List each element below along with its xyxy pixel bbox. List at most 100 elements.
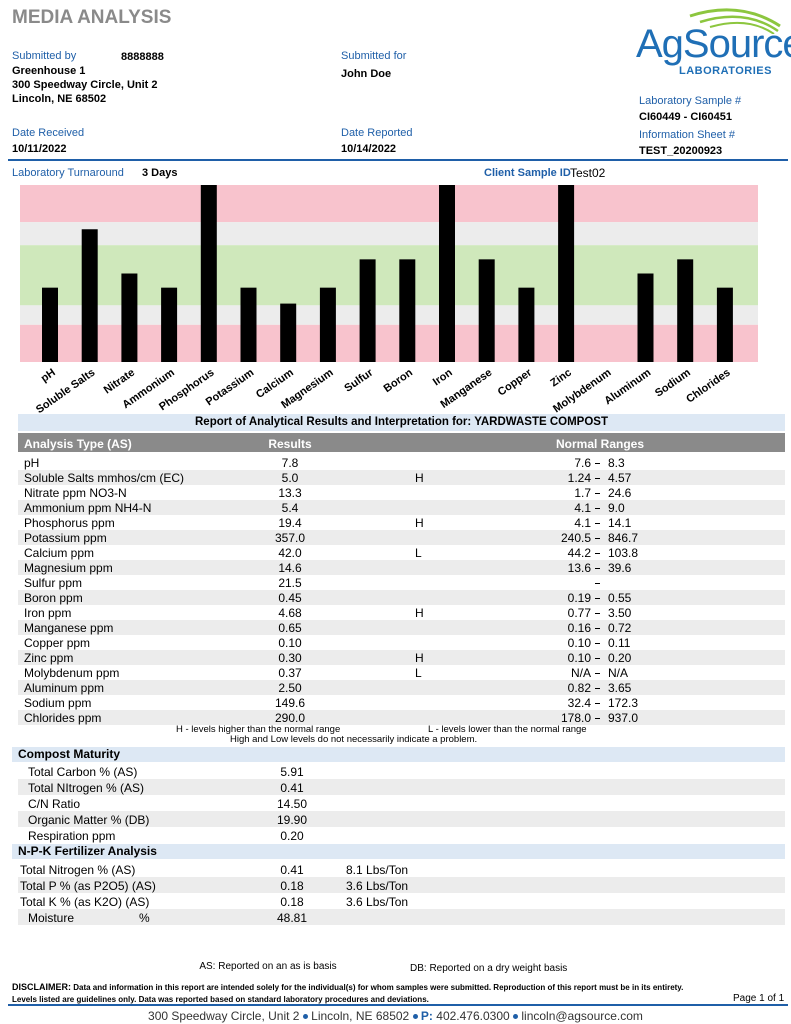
row-bg (18, 680, 785, 695)
disclaimer-label: DISCLAIMER: (12, 982, 71, 992)
label: Client Sample ID (484, 167, 571, 179)
dash (595, 688, 600, 689)
cell: Boron ppm (24, 591, 83, 605)
cell: Total Nitrogen % (AS) (20, 863, 136, 877)
value: Test02 (570, 166, 606, 180)
bar (558, 185, 575, 362)
x-tick-label: Boron (382, 366, 416, 395)
cell: Phosphorus ppm (24, 516, 115, 530)
disclaimer-text: Data and information in this report are … (12, 983, 684, 1004)
table-header (18, 433, 785, 452)
flag: H (415, 651, 424, 665)
rule (8, 159, 788, 161)
label: Submitted for (341, 50, 407, 62)
cell: 103.8 (608, 546, 639, 560)
cell: 0.72 (608, 621, 632, 635)
rule (8, 1004, 788, 1006)
x-tick-label: Copper (496, 366, 535, 398)
value: Greenhouse 1 (12, 65, 86, 77)
row-bg (18, 470, 785, 485)
cell: 2.50 (278, 681, 302, 695)
cell: 21.5 (278, 576, 302, 590)
bar (518, 287, 535, 362)
cell: 0.10 (567, 651, 591, 665)
cell: 19.90 (276, 813, 308, 827)
cell: Organic Matter % (DB) (28, 813, 150, 827)
cell: Copper ppm (24, 636, 91, 650)
section-header: Compost Maturity (12, 747, 785, 762)
row-bg (18, 710, 785, 725)
cell: 0.77 (567, 606, 591, 620)
bar (81, 229, 98, 362)
cell: 9.0 (608, 501, 625, 515)
cell: Respiration ppm (28, 829, 116, 843)
cell: % (139, 911, 150, 925)
cell: 290.0 (274, 711, 306, 725)
row-bg (18, 500, 785, 515)
cell: 0.82 (567, 681, 591, 695)
value: 10/14/2022 (341, 143, 397, 155)
email: lincoln@agsource.com (521, 1009, 643, 1023)
note: H - levels higher than the normal range (176, 724, 341, 735)
value: CI60449 - CI60451 (639, 111, 732, 123)
dash (595, 553, 600, 554)
dash (595, 523, 600, 524)
cell: 0.55 (608, 591, 632, 605)
dash (595, 703, 600, 704)
note: High and Low levels do not necessarily i… (230, 734, 478, 745)
phone: 402.476.0300 (436, 1009, 510, 1023)
x-tick-label: Zinc (548, 367, 573, 390)
bar (399, 259, 416, 362)
cell: 5.0 (281, 471, 299, 485)
dash (595, 478, 600, 479)
bar (677, 259, 694, 362)
header-cell: Analysis Type (AS) (24, 437, 132, 451)
cell: 0.18 (280, 879, 304, 893)
dash (595, 493, 600, 494)
bar (439, 185, 455, 362)
note: DB: Reported on a dry weight basis (410, 963, 568, 974)
cell: 357.0 (274, 531, 306, 545)
band (20, 324, 758, 362)
header-cell: Results (268, 437, 312, 451)
cell: 1.7 (574, 486, 591, 500)
cell: 39.6 (608, 561, 632, 575)
x-tick-label: Iron (431, 366, 455, 388)
row-bg (18, 909, 785, 925)
bar (716, 287, 733, 362)
logo-name: AgSource (636, 22, 791, 66)
bar (478, 259, 495, 362)
doc-title: MEDIA ANALYSIS (12, 7, 172, 28)
bullet (412, 1014, 418, 1020)
cell: Ammonium ppm NH4-N (24, 501, 152, 515)
cell: 0.45 (278, 591, 302, 605)
cell: 32.4 (567, 696, 591, 710)
cell: Nitrate ppm NO3-N (24, 486, 127, 500)
cell: Soluble Salts mmhos/cm (EC) (24, 471, 185, 485)
cell: 4.1 (574, 516, 591, 530)
phone-label: P: (420, 1009, 433, 1023)
dash (595, 583, 600, 584)
cell: 240.5 (560, 531, 591, 545)
flag: H (415, 606, 424, 620)
row-bg (18, 650, 785, 665)
note: L - levels lower than the normal range (428, 724, 587, 735)
cell: 846.7 (608, 531, 639, 545)
cell: 0.20 (608, 651, 632, 665)
header-cell: Normal Ranges (555, 437, 645, 451)
cell: 149.6 (274, 696, 306, 710)
band (20, 222, 758, 246)
dash (595, 508, 600, 509)
band (20, 245, 758, 306)
x-tick-label: Sulfur (342, 366, 376, 394)
cell: Total K % (as K2O) (AS) (20, 895, 150, 909)
value: 10/11/2022 (12, 143, 67, 155)
disclaimer: DISCLAIMER: Data and information in this… (12, 981, 692, 1006)
cell: 0.37 (278, 666, 302, 680)
dash (595, 598, 600, 599)
label: Laboratory Turnaround (12, 167, 124, 179)
bullet (513, 1014, 519, 1020)
label: Information Sheet # (639, 129, 736, 141)
label: Date Received (12, 127, 85, 139)
